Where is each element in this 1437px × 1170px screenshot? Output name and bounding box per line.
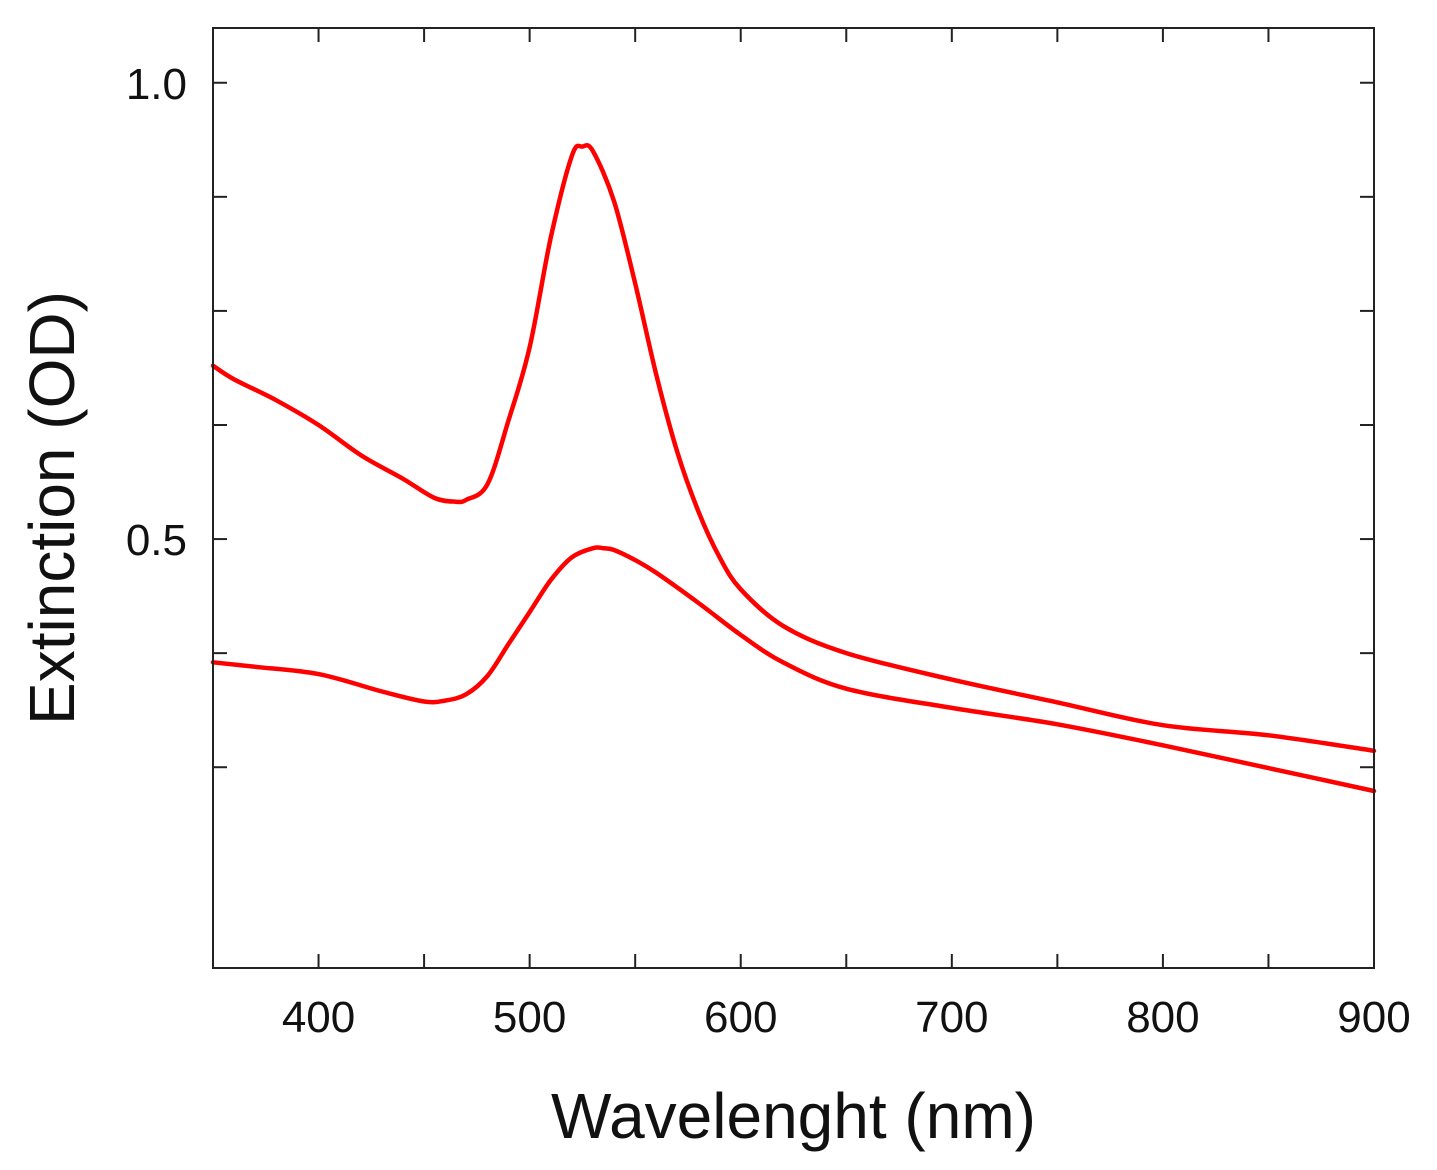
series-layer	[210, 142, 1377, 794]
series-line-upper	[210, 142, 1377, 754]
x-tick-label: 500	[493, 993, 566, 1042]
y-tick-label: 0.5	[126, 516, 187, 565]
plot-frame	[212, 27, 1375, 969]
y-axis-title: Extinction (OD)	[16, 291, 88, 725]
x-axis-title: Wavelenght (nm)	[551, 1080, 1036, 1152]
x-tick-label: 800	[1126, 993, 1199, 1042]
x-tick-label: 400	[282, 993, 355, 1042]
x-tick-label: 700	[915, 993, 988, 1042]
ticks-layer	[213, 28, 1375, 968]
y-tick-label: 1.0	[126, 60, 187, 109]
x-tick-label: 600	[704, 993, 777, 1042]
series-line-lower	[210, 545, 1377, 794]
x-tick-label: 900	[1337, 993, 1410, 1042]
labels-layer: 400 500 600 700 800 900 0.5 1.0	[126, 60, 1411, 1042]
